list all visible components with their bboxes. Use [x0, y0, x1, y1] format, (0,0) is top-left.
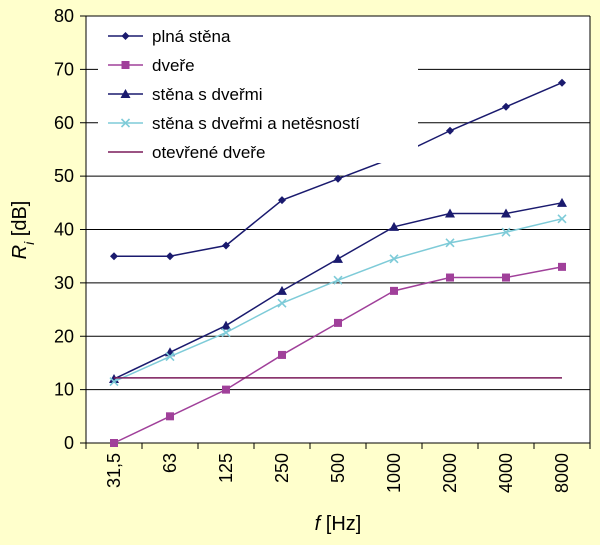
data-point — [277, 285, 287, 295]
x-tick-label: 31,5 — [104, 453, 124, 488]
y-tick-label: 80 — [54, 6, 74, 26]
y-tick-label: 50 — [54, 166, 74, 186]
data-point — [166, 412, 174, 421]
x-tick-labels: 31,5 63 125 250 500 1000 2000 4000 8000 — [104, 453, 572, 493]
data-point — [558, 262, 566, 271]
legend-label: stěna s dveřmi a netěsností — [152, 114, 360, 133]
data-point — [165, 351, 175, 362]
y-tick-label: 30 — [54, 273, 74, 293]
data-point — [502, 102, 510, 111]
data-point — [121, 61, 130, 69]
data-point — [557, 214, 567, 224]
data-point — [110, 439, 118, 447]
data-point — [109, 377, 119, 387]
legend-label: otevřené dveře — [152, 143, 265, 162]
data-point — [277, 298, 287, 308]
data-point — [222, 385, 230, 394]
y-tick-label: 0 — [64, 433, 74, 453]
data-point — [558, 78, 566, 87]
data-point — [110, 252, 118, 261]
data-point — [221, 320, 231, 330]
data-point — [501, 208, 511, 218]
legend: plná stěna dveře stěna s dveřmi stěna s dve… — [98, 19, 418, 163]
legend-item: otevřené dveře — [108, 143, 265, 162]
data-point — [221, 327, 231, 338]
data-point — [333, 275, 343, 285]
x-tick-label: 4000 — [496, 453, 516, 493]
legend-label: stěna s dveřmi — [152, 85, 263, 104]
data-point — [333, 253, 343, 263]
data-point — [278, 196, 286, 205]
x-axis-title: f [Hz] — [315, 513, 362, 535]
legend-item: stěna s dveřmi a netěsností — [108, 114, 360, 133]
y-axis-title: Ri [dB] — [9, 201, 37, 260]
legend-label: plná stěna — [152, 27, 231, 46]
data-point — [120, 118, 131, 128]
x-tick-label: 2000 — [440, 453, 460, 493]
legend-item: dveře — [108, 56, 195, 75]
data-point — [446, 273, 454, 282]
data-point — [120, 89, 131, 98]
x-tick-label: 63 — [160, 453, 180, 473]
data-point — [278, 350, 286, 359]
data-point — [121, 32, 130, 40]
data-point — [557, 197, 567, 207]
x-tick-label: 1000 — [384, 453, 404, 493]
x-tick-label: 500 — [328, 453, 348, 483]
data-point — [502, 273, 510, 282]
y-tick-label: 70 — [54, 59, 74, 79]
x-tick-label: 125 — [216, 453, 236, 483]
data-point — [389, 254, 399, 264]
data-point — [390, 286, 398, 295]
legend-item: stěna s dveřmi — [108, 85, 263, 104]
y-tick-labels: 0 10 20 30 40 50 60 70 80 — [54, 6, 74, 453]
y-tick-label: 40 — [54, 220, 74, 240]
legend-label: dveře — [152, 56, 195, 75]
y-tick-label: 10 — [54, 380, 74, 400]
series-3 — [109, 214, 567, 387]
data-point — [222, 241, 230, 250]
y-tick-label: 60 — [54, 113, 74, 133]
data-point — [501, 227, 511, 237]
axes — [80, 15, 591, 449]
data-point — [334, 174, 342, 183]
x-tick-label: 250 — [272, 453, 292, 483]
legend-item: plná stěna — [108, 27, 231, 46]
data-point — [445, 208, 455, 218]
data-point — [166, 252, 174, 261]
legend-box — [98, 19, 418, 163]
series-2 — [109, 197, 567, 383]
series-1 — [110, 262, 566, 447]
data-point — [445, 238, 455, 248]
data-point — [389, 221, 399, 231]
data-point — [334, 318, 342, 327]
series-group — [109, 78, 567, 447]
y-tick-label: 20 — [54, 326, 74, 346]
x-tick-label: 8000 — [552, 453, 572, 493]
data-point — [446, 126, 454, 135]
